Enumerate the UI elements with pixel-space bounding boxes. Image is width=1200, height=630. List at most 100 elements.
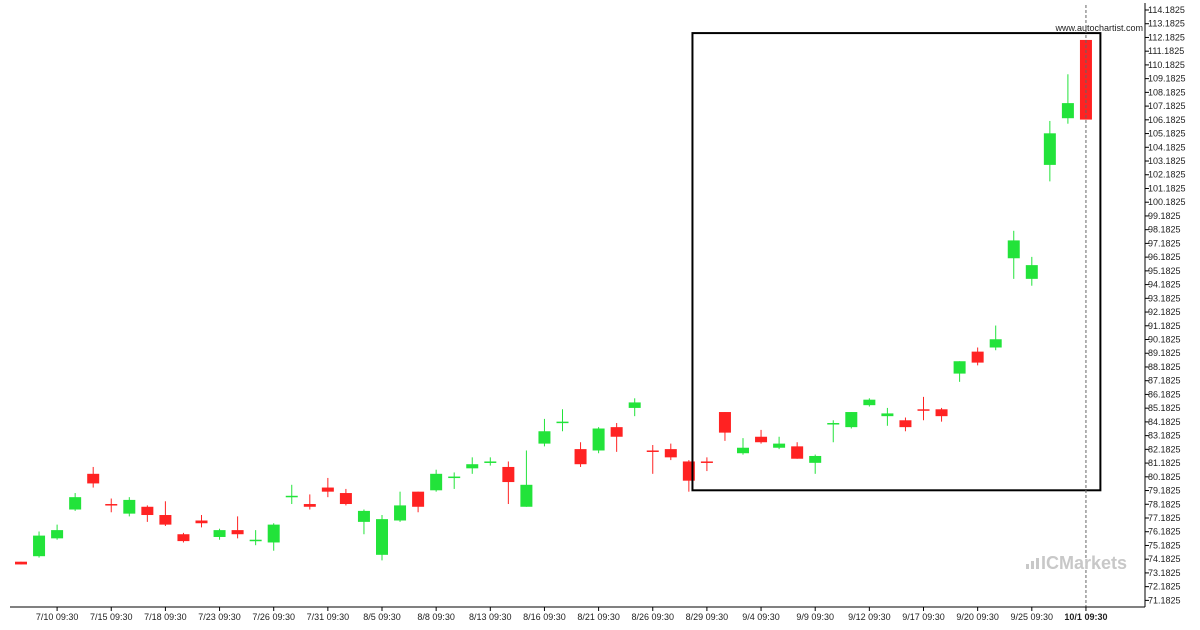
y-tick-label: 90.1825 (1148, 335, 1181, 345)
y-tick-label: 89.1825 (1148, 348, 1181, 358)
brand-bar-1 (1026, 564, 1029, 569)
candle (484, 457, 497, 466)
y-tick-label: 71.1825 (1148, 595, 1181, 605)
candle-body (105, 504, 118, 506)
y-tick-label: 74.1825 (1148, 554, 1181, 564)
x-axis: 7/10 09:30 7/15 09:30 7/18 09:30 7/23 09:30… (10, 606, 1145, 622)
candle-body (15, 561, 27, 565)
candle-body (755, 436, 768, 443)
x-tick-label: 7/23 09:30 (198, 612, 241, 622)
candle (718, 412, 731, 441)
candle (466, 457, 479, 474)
candle-body (1079, 39, 1092, 120)
y-tick-label: 76.1825 (1148, 527, 1181, 537)
candle-body (574, 449, 587, 465)
candle (231, 516, 244, 539)
candle-body (177, 534, 190, 542)
y-tick-label: 72.1825 (1148, 582, 1181, 592)
y-tick-label: 114.1825 (1148, 5, 1185, 15)
candle-body (33, 535, 46, 557)
candle-body (466, 464, 479, 469)
candle (376, 515, 388, 561)
candle-body (141, 506, 154, 516)
y-tick-label: 84.1825 (1148, 417, 1181, 427)
candle-body (159, 515, 172, 525)
candle-body (339, 493, 352, 505)
x-tick-label: 9/17 09:30 (902, 612, 945, 622)
candle-body (231, 530, 244, 535)
candle (917, 396, 930, 421)
candle-body (1061, 103, 1074, 119)
candle (664, 443, 677, 461)
candle-body (971, 351, 984, 363)
candle-body (430, 473, 443, 491)
y-tick-label: 73.1825 (1148, 568, 1181, 578)
candle (15, 561, 27, 565)
x-tick-label: 8/5 09:30 (363, 612, 401, 622)
candle (394, 491, 407, 522)
candle (412, 491, 425, 513)
candle-body (718, 412, 731, 433)
y-tick-label: 87.1825 (1148, 376, 1181, 386)
candle (809, 454, 822, 474)
y-tick-label: 88.1825 (1148, 362, 1181, 372)
candle-body (394, 505, 407, 521)
candle-body (863, 399, 876, 406)
y-tick-label: 86.1825 (1148, 389, 1181, 399)
candle-body (357, 510, 370, 522)
y-tick-label: 101.1825 (1148, 183, 1186, 193)
candle (195, 515, 208, 528)
y-tick-label: 103.1825 (1148, 156, 1186, 166)
y-tick-label: 85.1825 (1148, 403, 1181, 413)
candle-body (87, 473, 100, 484)
candle (989, 325, 1002, 351)
y-tick-label: 111.1825 (1148, 46, 1184, 56)
candle-body (412, 491, 425, 507)
candle (881, 407, 894, 426)
candle (105, 498, 118, 513)
candle-body (773, 443, 786, 448)
candle (159, 501, 172, 526)
candle-body (953, 361, 966, 374)
candle-body (809, 455, 822, 463)
candle (538, 418, 551, 447)
y-tick-label: 100.1825 (1148, 197, 1186, 207)
x-tick-label: 7/15 09:30 (90, 612, 133, 622)
candle-body (646, 450, 659, 452)
candle-body (700, 461, 713, 463)
x-tick-label: 7/10 09:30 (36, 612, 79, 622)
candle (646, 444, 659, 474)
candle-body (502, 466, 515, 483)
candle-body (791, 446, 804, 459)
candle (755, 429, 768, 444)
x-tick-label: 8/21 09:30 (577, 612, 620, 622)
brand-name: ICMarkets (1041, 553, 1127, 573)
candle-body (1007, 240, 1020, 259)
candle-body (69, 497, 82, 510)
y-tick-label: 99.1825 (1148, 211, 1181, 221)
candle (628, 398, 641, 417)
y-tick-label: 93.1825 (1148, 293, 1181, 303)
candles (15, 39, 1092, 565)
candle-body (484, 461, 497, 463)
y-tick-label: 97.1825 (1148, 238, 1181, 248)
y-tick-label: 79.1825 (1148, 486, 1181, 496)
candle-body (989, 339, 1002, 348)
candle (87, 466, 100, 488)
y-tick-label: 75.1825 (1148, 540, 1181, 550)
candle-body (917, 409, 930, 411)
y-tick-label: 94.1825 (1148, 280, 1181, 290)
candle-body (628, 402, 641, 408)
y-tick-label: 83.1825 (1148, 431, 1181, 441)
candle (827, 420, 840, 443)
x-tick-label: 7/31 09:30 (307, 612, 350, 622)
y-tick-label: 106.1825 (1148, 115, 1186, 125)
candle-body (267, 524, 280, 543)
y-tick-label: 81.1825 (1148, 458, 1181, 468)
candle-body (845, 412, 858, 428)
candle (845, 412, 858, 429)
x-tick-label: 8/16 09:30 (523, 612, 566, 622)
y-tick-label: 77.1825 (1148, 513, 1181, 523)
y-tick-label: 104.1825 (1148, 142, 1186, 152)
candle (51, 524, 64, 540)
